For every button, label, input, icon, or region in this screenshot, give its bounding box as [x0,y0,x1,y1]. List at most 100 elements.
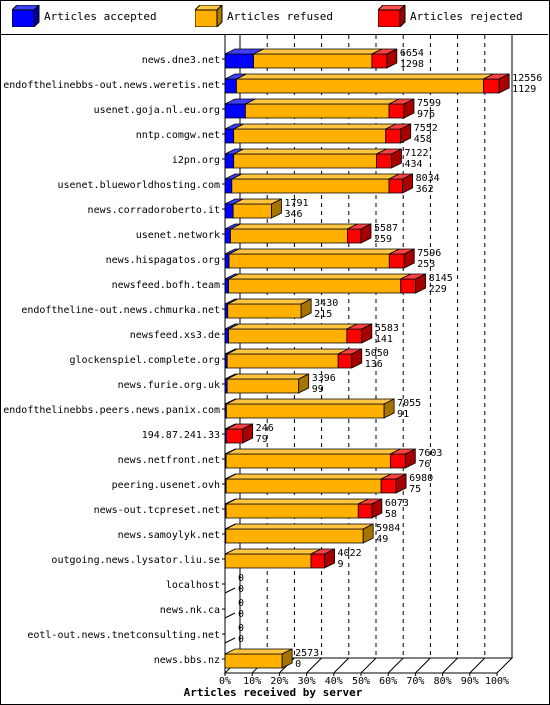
x-tick-label: 30% [298,676,316,687]
bar-segment-front [380,478,397,494]
gridline-floor [415,657,431,674]
legend: Articles accepted Articles refused Artic… [0,0,548,35]
bar-segment-top [226,373,309,380]
bar-segment-side [395,473,407,494]
category-label: news.furie.org.uk [118,380,220,391]
bar-segment-front [224,128,235,144]
bar-segment-top [233,123,396,130]
category-label: newsfeed.xs3.de [130,330,220,341]
bar-segment-top [225,498,369,505]
data-label-accepted: 58 [385,509,397,520]
bar-segment-front [376,153,392,169]
category-label: peering.usenet.ovh [112,480,220,491]
data-label-accepted: 346 [285,209,303,220]
x-tick-label: 0% [219,676,231,687]
x-tick-label: 80% [434,676,452,687]
data-label-total: 6073 [385,498,409,509]
data-label-accepted: 0 [238,634,244,645]
bar-segment-side [391,148,402,169]
data-label-accepted: 458 [414,134,432,145]
category-label: usenet.blueworldhosting.com [57,180,220,191]
category-label: news.bbs.nz [154,655,220,666]
bar-segment-front [228,278,402,294]
data-label-total: 5984 [376,523,400,534]
bar-segment-front [224,103,246,119]
category-label: i2pn.org [172,155,220,166]
empty-bar-marker [224,612,236,619]
bar-segment-side [271,198,282,219]
bar-segment-front [224,203,234,219]
bar-segment-front [224,253,230,269]
data-label-total: 5587 [374,223,398,234]
bar-segment-front [337,353,353,369]
data-label-total: 7552 [414,123,438,134]
category-label: usenet.goja.nl.eu.org [94,105,220,116]
bar-segment-front [346,228,362,244]
data-label-accepted: 259 [374,234,392,245]
x-tick-label: 90% [461,676,479,687]
bar-segment-front [224,653,283,669]
bar-segment-top [226,348,349,355]
data-label-total: 2573 [295,648,319,659]
data-label-accepted: 76 [418,459,430,470]
bar-segment-front [346,328,363,344]
bar-segment-side [498,73,510,94]
bar-segment-front [371,53,388,69]
legend-label-refused: Articles refused [227,10,333,23]
gridline-floor [469,657,486,674]
bar-segment-top [225,548,322,555]
bar-segment-top [245,98,400,105]
bar-segment-front [225,403,385,419]
bar-segment-front [233,128,387,144]
legend-swatch-accepted [12,5,40,27]
data-label-total: 4022 [338,548,362,559]
bar-segment-front [226,353,339,369]
category-label: localhost [166,580,220,591]
x-tick-label: 50% [352,676,370,687]
data-label-accepted: 229 [429,284,447,295]
bar-segment-top [224,648,293,655]
data-label-accepted: 253 [417,259,435,270]
data-label-total: 246 [256,423,274,434]
gridline-floor [442,657,458,674]
empty-bar-marker [224,587,236,594]
bar-segment-front [226,378,300,394]
data-label-total: 5583 [375,323,399,334]
gridline-floor [360,657,377,674]
bar-segment-front [231,178,390,194]
gridline-floor [333,657,350,674]
bar-segment-front [225,528,364,544]
data-label-accepted: 1298 [400,59,424,70]
bar-segment-top [233,148,387,155]
bar-segment-side [242,423,254,444]
bar-segment-front [227,303,302,319]
data-label-accepted: 976 [417,109,435,120]
bar-segment-front [224,553,312,569]
bar-segment-front [388,253,405,269]
category-label: news.nk.ca [160,605,220,616]
category-label: news.hispagatos.org [106,255,220,266]
data-label-accepted: 49 [376,534,388,545]
category-label: endofthelinebbs-out.news.weretis.net [3,80,220,91]
bar-segment-front [225,503,359,519]
bar-segment-front [385,128,402,144]
data-label-accepted: 91 [397,409,409,420]
empty-bar-marker [224,637,236,644]
data-label-accepted: 0 [238,609,244,620]
category-label: endofthelinebbs.peers.news.panix.com [3,405,220,416]
bar-segment-top [230,223,358,230]
category-label: endoftheline-out.news.chmurka.net [21,305,220,316]
bar-segment-front [224,303,229,319]
data-label-accepted: 1129 [512,84,536,95]
bar-segment-front [357,503,373,519]
data-label-accepted: 136 [365,359,383,370]
data-label-total: 8034 [416,173,440,184]
data-label-total: 7055 [397,398,421,409]
data-label-accepted: 215 [314,309,332,320]
data-label-total: 12556 [512,73,542,84]
data-label-accepted: 362 [416,184,434,195]
bar-segment-top [253,48,383,55]
bar-segment-front [225,428,244,444]
x-tick-label: 20% [270,676,288,687]
